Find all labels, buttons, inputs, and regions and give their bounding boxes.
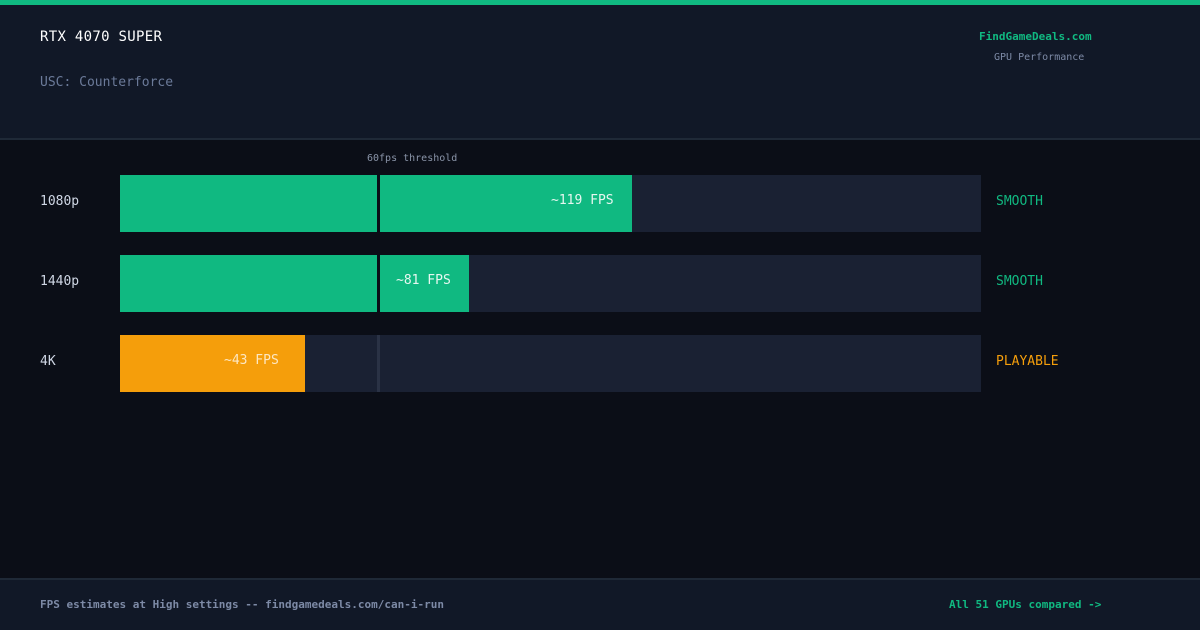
fps-bar-1080p (120, 175, 632, 232)
fps-chart: 60fps threshold 1080p ~119 FPS SMOOTH 1440p… (0, 142, 1200, 578)
fps-value-label: ~119 FPS (551, 193, 614, 208)
resolution-label-4k: 4K (40, 354, 56, 369)
all-gpus-link[interactable]: All 51 GPUs compared -> (949, 598, 1102, 611)
top-accent-bar (0, 0, 1200, 5)
brand-link[interactable]: FindGameDeals.com (979, 30, 1092, 43)
brand-subtitle: GPU Performance (994, 52, 1085, 63)
gpu-title: RTX 4070 SUPER (40, 29, 163, 45)
header: RTX 4070 SUPER USC: Counterforce FindGam… (0, 5, 1200, 140)
threshold-label: 60fps threshold (367, 153, 458, 164)
bar-track-4k: ~43 FPS (120, 335, 981, 392)
footer-note: FPS estimates at High settings -- findga… (40, 598, 444, 611)
footer: FPS estimates at High settings -- findga… (0, 578, 1200, 630)
status-label-1440p: SMOOTH (996, 274, 1043, 289)
fps-value-label: ~43 FPS (224, 353, 279, 368)
status-label-1080p: SMOOTH (996, 194, 1043, 209)
fps-bar-4k (120, 335, 305, 392)
fps-bar-1440p (120, 255, 469, 312)
game-name: USC: Counterforce (40, 75, 174, 90)
bar-track-1080p: ~119 FPS (120, 175, 981, 232)
status-label-4k: PLAYABLE (996, 354, 1059, 369)
bar-track-1440p: ~81 FPS (120, 255, 981, 312)
threshold-line (377, 175, 380, 232)
threshold-line (377, 335, 380, 392)
fps-value-label: ~81 FPS (396, 273, 451, 288)
threshold-line (377, 255, 380, 312)
resolution-label-1080p: 1080p (40, 194, 80, 209)
resolution-label-1440p: 1440p (40, 274, 80, 289)
